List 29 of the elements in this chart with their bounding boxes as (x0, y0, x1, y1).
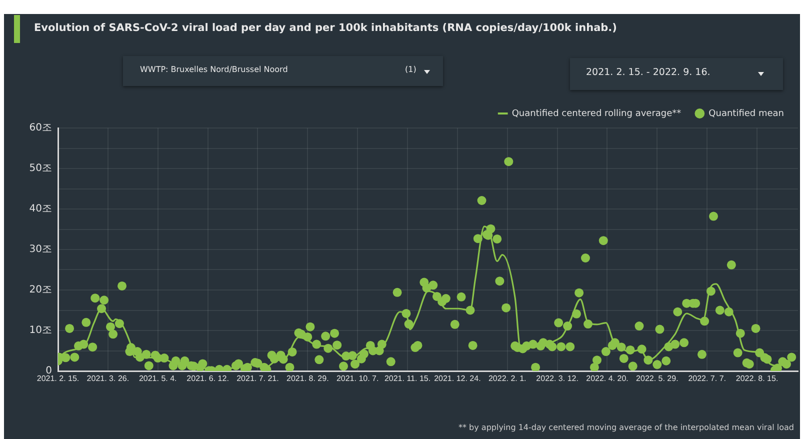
x-tick-label: 2021. 8. 29. (286, 374, 329, 384)
y-tick-label: 20조 (29, 284, 52, 296)
y-tick-label: 30조 (29, 244, 52, 256)
text: ** by applying 14-day centered moving average of the interpolated mean viral load (458, 423, 794, 432)
x-tick-label: 2022. 4. 20. (586, 374, 628, 384)
x-tick-label: 2022. 5. 29. (636, 374, 678, 384)
x-tick-label: 2022. 2. 1. (488, 374, 526, 384)
x-tick-label: 2021. 12. 24. (434, 374, 481, 384)
x-tick-label: 2021. 3. 26. (86, 374, 130, 384)
text: (1) (405, 65, 416, 74)
x-tick-label: 2021. 2. 15. (36, 374, 80, 384)
x-tick-label: 2022. 8. 15. (736, 374, 778, 384)
legend-label: Quantified centered rolling average** (512, 108, 682, 119)
chart-title: Evolution of SARS-CoV-2 viral load per day and per 100k inhabitants (RNA copies/day/100k inhab.) (34, 22, 617, 34)
x-tick-label: 2021. 5. 4. (138, 374, 177, 384)
text: 2021. 2. 15. - 2022. 9. 16. (586, 67, 710, 78)
y-tick-label: 0 (46, 366, 52, 377)
x-tick-label: 2021. 10. 7. (336, 374, 379, 384)
x-tick-label: 2021. 7. 21. (236, 374, 279, 384)
x-tick-label: 2022. 3. 12. (536, 374, 578, 384)
x-tick-label: 2022. 7. 7. (688, 374, 726, 384)
y-tick-label: 40조 (29, 204, 52, 215)
y-tick-label: 60조 (29, 122, 52, 134)
y-tick-label: 10조 (29, 325, 52, 336)
text: WWTP: Bruxelles Nord/Brussel Noord (140, 65, 288, 74)
y-tick-label: 50조 (29, 163, 52, 174)
x-tick-label: 2021. 6. 12. (186, 374, 229, 384)
legend-label: Quantified mean (708, 108, 784, 119)
x-tick-label: 2021. 11. 15. (384, 374, 431, 384)
